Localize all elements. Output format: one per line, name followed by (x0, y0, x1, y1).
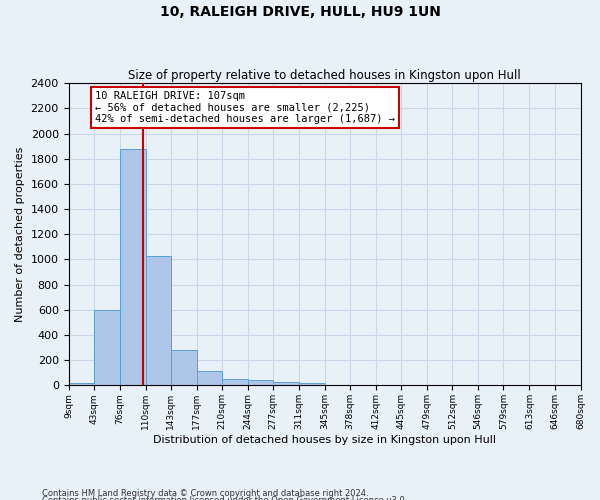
X-axis label: Distribution of detached houses by size in Kingston upon Hull: Distribution of detached houses by size … (153, 435, 496, 445)
Title: Size of property relative to detached houses in Kingston upon Hull: Size of property relative to detached ho… (128, 69, 521, 82)
Bar (94, 310, 119, 386)
Bar (171, 350, 197, 386)
Bar (299, 383, 325, 386)
Bar (68, 383, 94, 386)
Bar (197, 371, 222, 386)
Bar (222, 380, 248, 386)
Bar (146, 256, 171, 386)
Text: 10, RALEIGH DRIVE, HULL, HU9 1UN: 10, RALEIGH DRIVE, HULL, HU9 1UN (160, 5, 440, 19)
Bar (273, 382, 299, 386)
Bar (119, 148, 146, 386)
Text: Contains HM Land Registry data © Crown copyright and database right 2024.: Contains HM Land Registry data © Crown c… (42, 488, 368, 498)
Text: Contains public sector information licensed under the Open Government Licence v3: Contains public sector information licen… (42, 496, 407, 500)
Text: 10 RALEIGH DRIVE: 107sqm
← 56% of detached houses are smaller (2,225)
42% of sem: 10 RALEIGH DRIVE: 107sqm ← 56% of detach… (95, 90, 395, 124)
Y-axis label: Number of detached properties: Number of detached properties (15, 146, 25, 322)
Bar (248, 380, 273, 386)
